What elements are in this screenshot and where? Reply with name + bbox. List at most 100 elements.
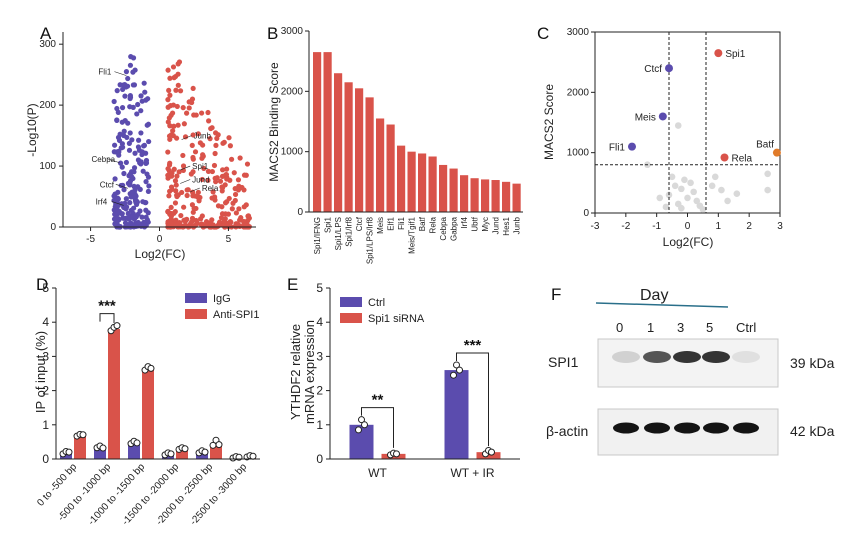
y-tick-label: 2000 [567, 87, 590, 98]
volcano-point [180, 105, 186, 111]
legend-swatch [340, 313, 362, 323]
volcano-point [193, 217, 199, 224]
volcano-point [121, 187, 127, 193]
volcano-point [233, 221, 239, 227]
point-label: Ctcf [644, 64, 662, 75]
volcano-point [223, 171, 230, 178]
bar [323, 52, 332, 212]
volcano-point [184, 192, 190, 199]
volcano-point [171, 210, 177, 216]
volcano-point [165, 166, 171, 172]
replicate-point [99, 444, 107, 452]
volcano-point [180, 163, 187, 169]
western-blot: Day 0 1 3 5 Ctrl SPI1 39 kDa β-actin 42 … [546, 287, 835, 456]
blot-lane-label: Ctrl [736, 320, 756, 335]
background-point [681, 176, 688, 184]
volcano-point [178, 212, 184, 219]
volcano-point [200, 142, 206, 148]
volcano-point [114, 88, 120, 94]
volcano-point [177, 88, 184, 94]
volcano-point [233, 210, 239, 216]
volcano-point [213, 179, 219, 185]
volcano-point [140, 168, 146, 174]
volcano-point [132, 150, 138, 156]
volcano-point [190, 156, 196, 162]
y-tick-label: 1 [42, 418, 49, 432]
significance-stars: *** [464, 337, 482, 354]
volcano-point [241, 218, 247, 225]
volcano-point [167, 92, 173, 98]
volcano-point [236, 206, 242, 212]
volcano-point [168, 204, 174, 211]
y-axis-label: IP of input (%) [33, 331, 48, 413]
x-tick-label: WT + IR [450, 466, 494, 480]
significance-bracket [361, 407, 394, 448]
background-point [662, 203, 670, 211]
point-label: Meis [635, 112, 656, 123]
x-tick-label: Spi1/LPS/Irf8 [366, 216, 375, 264]
volcano-point [169, 170, 175, 176]
background-point [693, 197, 701, 205]
volcano-point [169, 110, 176, 116]
bar [428, 156, 437, 212]
volcano-point [170, 128, 176, 134]
volcano-point [127, 94, 134, 100]
volcano-point [235, 177, 242, 183]
volcano-point [119, 105, 126, 111]
x-tick-label: -2 [621, 221, 630, 232]
volcano-point [199, 221, 205, 227]
y-tick-label: 0 [42, 452, 49, 466]
volcano-point [190, 132, 196, 138]
volcano-point [138, 93, 144, 99]
volcano-point [128, 207, 134, 213]
volcano-point [232, 186, 238, 192]
x-tick-label: 5 [226, 234, 232, 245]
volcano-point [127, 200, 133, 206]
point-label: Spi1 [725, 49, 745, 60]
replicate-point [133, 439, 141, 447]
blot-row-name: β-actin [546, 423, 588, 439]
replicate-point [113, 322, 121, 330]
x-tick-label: -1 [652, 221, 661, 232]
volcano-point [126, 147, 133, 153]
volcano-point [143, 157, 150, 164]
blot-row-size: 42 kDa [790, 423, 835, 439]
x-tick-label: Ubtf [471, 216, 480, 231]
volcano-point [125, 210, 131, 217]
replicate-point [358, 416, 365, 424]
volcano-point [139, 214, 145, 220]
x-tick-label: 1 [716, 221, 722, 232]
x-tick-label: 2 [746, 221, 752, 232]
background-point [708, 182, 716, 190]
volcano-point [143, 97, 149, 103]
gene-label: Fli1 [98, 68, 111, 77]
x-tick-label: Spi1/IFNG [313, 217, 322, 254]
blot-band [612, 351, 640, 363]
highlight-point [720, 153, 729, 162]
blot-band [644, 422, 670, 434]
volcano-point [165, 149, 171, 155]
bar [376, 118, 385, 212]
blot-band [702, 351, 730, 363]
volcano-point [114, 196, 120, 202]
volcano-point [146, 138, 152, 145]
legend-swatch [185, 309, 207, 319]
y-axis-label: MACS2 Score [542, 84, 556, 160]
blot-band [732, 351, 760, 363]
volcano-point [126, 140, 132, 147]
bar [108, 329, 120, 459]
volcano-point [112, 191, 118, 197]
highlight-point [658, 112, 667, 121]
background-point [674, 122, 682, 129]
volcano-point [195, 189, 201, 196]
volcano-point [167, 123, 173, 129]
x-tick-label: Ctcf [355, 216, 364, 231]
volcano-point [243, 202, 249, 208]
x-tick-label: Rela [429, 216, 438, 233]
volcano-point [131, 82, 138, 88]
gene-label-line [111, 201, 124, 206]
volcano-point [115, 109, 121, 115]
gene-label-line [114, 71, 127, 76]
gene-label: Irf4 [96, 197, 108, 206]
bar [365, 97, 374, 212]
